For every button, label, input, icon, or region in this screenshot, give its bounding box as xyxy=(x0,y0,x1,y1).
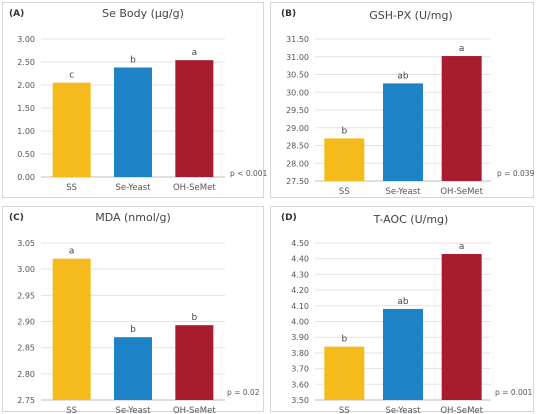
bar-ss xyxy=(324,138,365,181)
y-tick-label: 3.00 xyxy=(17,35,35,44)
chart-panel-c: (C) MDA (nmol/g) 2.75 2.80 2.85 2.90 2.95 3.0… xyxy=(2,206,264,413)
data-label: b xyxy=(191,313,197,323)
y-tick-label: 4.20 xyxy=(291,286,309,295)
x-tick-label: SS xyxy=(66,183,77,193)
y-tick-label: 2.85 xyxy=(17,344,35,353)
y-tick-label: 0.00 xyxy=(17,173,35,182)
bar-ss xyxy=(324,346,365,400)
chart-title: GSH-PX (U/mg) xyxy=(369,9,453,22)
x-tick-label: OH-SeMet xyxy=(173,406,216,413)
y-tick-label: 1.50 xyxy=(17,104,35,113)
x-tick-label: OH-SeMet xyxy=(440,406,483,413)
panel-label: (A) xyxy=(9,9,25,19)
y-tick-label: 28.00 xyxy=(286,159,309,168)
panel-label: (D) xyxy=(281,213,297,223)
y-tick-label: 3.50 xyxy=(291,396,309,405)
chart-title: Se Body (µg/g) xyxy=(102,7,184,20)
data-label: b xyxy=(130,325,136,335)
data-label: a xyxy=(459,44,465,54)
y-tick-label: 3.80 xyxy=(291,349,309,358)
chart-plot: 27.50 28.00 28.50 29.00 29.50 30.00 30.50 31.00… xyxy=(286,35,491,197)
y-tick-label: 1.00 xyxy=(17,127,35,136)
x-tick-label: OH-SeMet xyxy=(173,183,216,193)
y-tick-label: 31.50 xyxy=(286,35,309,44)
y-tick-label: 28.50 xyxy=(286,142,309,151)
bar-se-yeast xyxy=(383,308,423,400)
x-tick-label: Se-Yeast xyxy=(116,183,152,193)
y-tick-label: 30.50 xyxy=(286,71,309,80)
x-tick-label: Se-Yeast xyxy=(386,187,422,197)
y-tick-label: 0.50 xyxy=(17,150,35,159)
y-tick-label: 3.60 xyxy=(291,380,309,389)
chart-plot: 2.75 2.80 2.85 2.90 2.95 3.00 3.05 a SS b Se-Yeast… xyxy=(17,239,225,413)
y-tick-label: 2.95 xyxy=(17,291,35,300)
bar-oh-semet xyxy=(441,253,482,400)
bar-ss xyxy=(52,82,91,177)
bar-oh-semet xyxy=(441,56,482,181)
y-tick-label: 4.10 xyxy=(291,302,309,311)
bar-ss xyxy=(52,258,91,400)
chart-plot: 3.50 3.60 3.70 3.80 3.90 4.00 4.10 4.20 4.30 4.40… xyxy=(291,239,491,413)
chart-panel-a: (A) Se Body (µg/g) 0.00 0.50 1.00 1.50 2.00 2… xyxy=(2,2,268,198)
y-tick-label: 3.70 xyxy=(291,365,309,374)
y-tick-label: 4.50 xyxy=(291,239,309,248)
y-tick-label: 29.50 xyxy=(286,106,309,115)
panel-label: (C) xyxy=(9,213,24,223)
chart-title: T-AOC (U/mg) xyxy=(373,213,449,226)
chart-plot: 0.00 0.50 1.00 1.50 2.00 2.50 3.00 c SS b Se-Yeast… xyxy=(17,35,225,193)
chart-title: MDA (nmol/g) xyxy=(95,211,171,224)
y-tick-label: 2.00 xyxy=(17,81,35,90)
bar-se-yeast xyxy=(114,337,152,400)
p-value: p = 0.039 xyxy=(497,169,535,178)
bar-se-yeast xyxy=(383,83,423,181)
x-tick-label: OH-SeMet xyxy=(440,187,483,197)
y-tick-label: 2.75 xyxy=(17,396,35,405)
y-tick-label: 4.30 xyxy=(291,270,309,279)
y-tick-label: 4.00 xyxy=(291,318,309,327)
x-tick-label: Se-Yeast xyxy=(116,406,152,413)
y-tick-label: 29.00 xyxy=(286,124,309,133)
x-tick-label: SS xyxy=(66,406,77,413)
data-label: a xyxy=(69,247,75,257)
y-tick-label: 3.00 xyxy=(17,265,35,274)
data-label: ab xyxy=(397,71,409,81)
bar-oh-semet xyxy=(175,325,214,400)
bar-oh-semet xyxy=(175,60,214,177)
y-tick-label: 4.40 xyxy=(291,255,309,264)
data-label: a xyxy=(192,48,198,58)
data-label: b xyxy=(130,56,136,66)
y-tick-label: 2.50 xyxy=(17,58,35,67)
y-tick-label: 2.80 xyxy=(17,370,35,379)
y-tick-label: 27.50 xyxy=(286,177,309,186)
x-tick-label: SS xyxy=(339,187,350,197)
data-label: b xyxy=(341,126,347,136)
chart-panel-b: (B) GSH-PX (U/mg) 27.50 28.00 28.50 29.00 29… xyxy=(270,2,534,198)
bar-se-yeast xyxy=(114,67,152,177)
chart-panel-d: (D) T-AOC (U/mg) 3.50 3.60 3.70 3.80 3.90 4.0… xyxy=(270,206,534,413)
y-tick-label: 30.00 xyxy=(286,88,309,97)
p-value: p = 0.02 xyxy=(227,388,260,397)
y-tick-label: 3.05 xyxy=(17,239,35,248)
data-label: b xyxy=(341,335,347,345)
y-tick-label: 31.00 xyxy=(286,53,309,62)
x-tick-label: SS xyxy=(339,406,350,413)
data-label: ab xyxy=(397,297,409,307)
y-tick-label: 3.90 xyxy=(291,333,309,342)
p-value: p = 0.001 xyxy=(495,388,533,397)
data-label: a xyxy=(459,242,465,252)
data-label: c xyxy=(69,71,74,81)
x-tick-label: Se-Yeast xyxy=(386,406,422,413)
y-tick-label: 2.90 xyxy=(17,318,35,327)
p-value: p < 0.001 xyxy=(230,169,268,178)
panel-label: (B) xyxy=(281,9,297,19)
